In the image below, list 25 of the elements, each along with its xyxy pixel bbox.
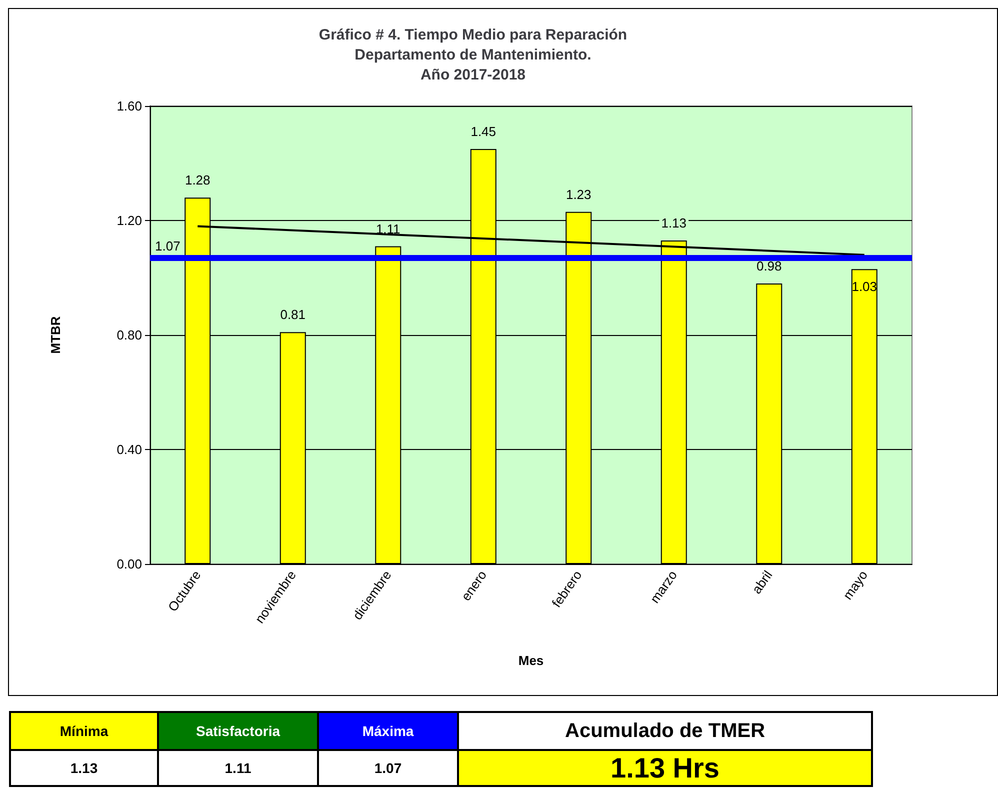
- data-label: 1.45: [470, 124, 496, 139]
- data-label: 0.81: [280, 307, 306, 322]
- text: Mínima: [60, 723, 108, 739]
- chart-title: Gráfico # 4. Tiempo Medio para Reparación Departamento de Mantenimiento. Año 2017-2018: [318, 26, 628, 84]
- text: 1.07: [374, 760, 402, 776]
- text: Máxima: [362, 723, 414, 739]
- y-tick-label: 0.80: [116, 328, 142, 342]
- ref-line-label: 1.07: [155, 238, 180, 254]
- text: 1.11: [224, 760, 252, 776]
- y-tick-label: 0.00: [116, 556, 142, 572]
- y-axis-title: MTBR: [48, 316, 63, 354]
- data-label: 1.28: [184, 172, 210, 188]
- data-label: 0.98: [756, 258, 782, 274]
- text: Acumulado de TMER: [564, 720, 766, 742]
- y-tick-label: 1.20: [116, 213, 142, 228]
- data-label: 1.13: [661, 216, 687, 231]
- data-label: 1.23: [566, 186, 592, 202]
- y-tick-label: 1.60: [116, 98, 142, 114]
- y-tick-label: 0.40: [116, 442, 142, 457]
- x-axis-title: Mes: [518, 653, 544, 668]
- data-label: 1.11: [376, 221, 400, 236]
- text: 1.13: [70, 760, 98, 776]
- text: 1.13 Hrs: [610, 752, 720, 784]
- text: Satisfactoria: [196, 723, 280, 739]
- data-label: 1.03: [852, 279, 878, 294]
